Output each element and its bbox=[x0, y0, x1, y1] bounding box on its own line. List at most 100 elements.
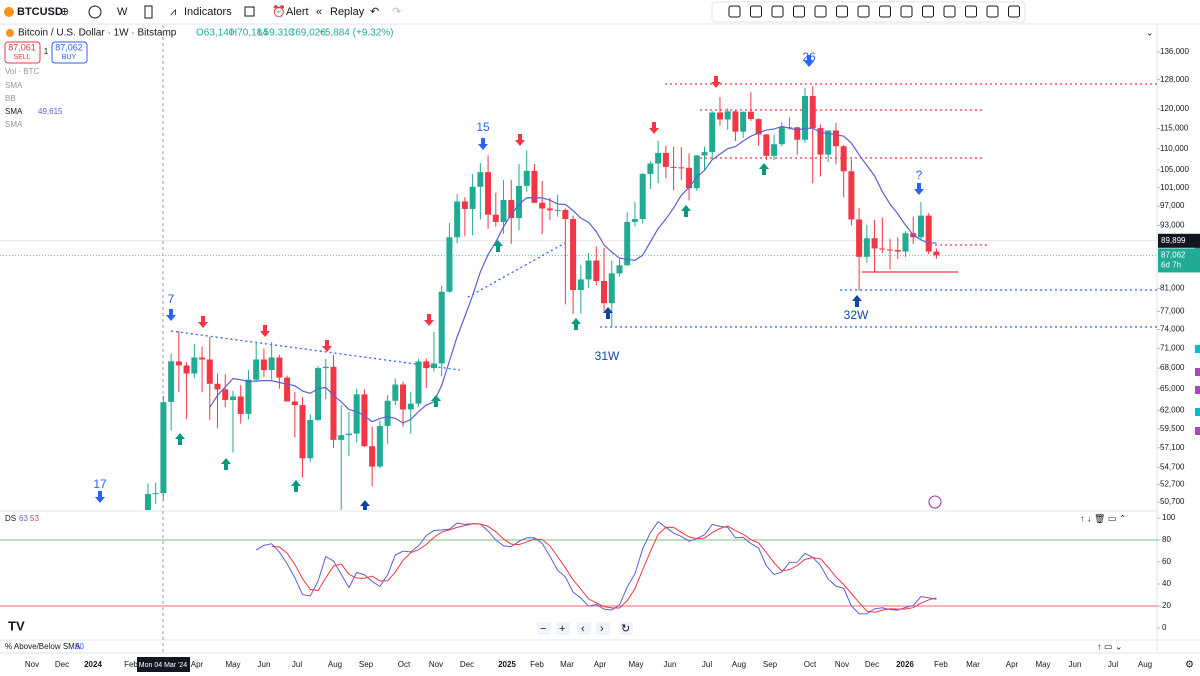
undo[interactable]: ↶ bbox=[370, 6, 379, 18]
symbol[interactable]: BTCUSD bbox=[17, 6, 63, 18]
alert-icon[interactable]: ⏰ bbox=[272, 4, 286, 18]
zoom-in-icon[interactable]: + bbox=[559, 623, 565, 635]
x-tick-label: Aug bbox=[732, 660, 746, 669]
buy-button[interactable] bbox=[51, 41, 88, 64]
osc-tick-label: 80 bbox=[1162, 535, 1171, 544]
signal-arrow bbox=[95, 491, 105, 503]
drawing-tool[interactable] bbox=[836, 5, 848, 18]
compare-icon[interactable]: ⊕ bbox=[60, 6, 69, 18]
drawing-tool[interactable] bbox=[1008, 5, 1020, 18]
indicators-icon[interactable]: ⩘ bbox=[170, 6, 176, 18]
scroll-left-icon[interactable]: ‹ bbox=[581, 623, 585, 635]
candle-body bbox=[670, 166, 677, 168]
drawing-tool[interactable] bbox=[750, 5, 762, 18]
signal-arrow bbox=[431, 395, 441, 407]
buy-label[interactable]: BUY bbox=[62, 54, 77, 61]
drawing-tool[interactable] bbox=[943, 5, 956, 18]
drawing-tool[interactable] bbox=[986, 5, 999, 18]
zoom-in[interactable] bbox=[556, 622, 570, 635]
symbol-icon[interactable] bbox=[4, 7, 14, 17]
signal-arrow bbox=[424, 314, 434, 326]
drawing-tool[interactable] bbox=[793, 5, 805, 18]
drawing-tool[interactable] bbox=[922, 5, 934, 18]
scale-menu[interactable]: ⌄ bbox=[1146, 27, 1154, 37]
candle-body bbox=[353, 394, 360, 434]
sell-price[interactable]: 87,061 bbox=[8, 42, 36, 52]
candle-body bbox=[887, 249, 894, 251]
y-tick-label: 62,000 bbox=[1160, 405, 1185, 414]
signal-arrow bbox=[221, 458, 231, 470]
side-marker bbox=[1195, 368, 1200, 376]
buy-price[interactable]: 87,062 bbox=[55, 42, 83, 52]
legend-open: O63,140 bbox=[196, 28, 235, 39]
candle-body bbox=[299, 405, 306, 459]
zoom-out[interactable] bbox=[537, 622, 551, 635]
event-icon[interactable] bbox=[928, 495, 942, 509]
redo[interactable]: ↷ bbox=[392, 6, 401, 18]
candle-body bbox=[662, 152, 669, 167]
scroll-right[interactable] bbox=[596, 622, 610, 635]
layouts[interactable] bbox=[244, 6, 255, 17]
candle-body bbox=[631, 218, 638, 222]
drawing-tool[interactable] bbox=[965, 5, 977, 18]
x-tick-label: Nov bbox=[429, 660, 443, 669]
reset-icon[interactable]: ↻ bbox=[621, 623, 630, 635]
replay[interactable]: Replay bbox=[330, 6, 365, 18]
annotation: 26 bbox=[802, 50, 816, 64]
y-tick-label: 52,700 bbox=[1160, 479, 1185, 488]
candle-body bbox=[879, 248, 886, 250]
add-symbol[interactable] bbox=[88, 5, 102, 19]
price-pane bbox=[0, 55, 1157, 510]
drawing-tool[interactable] bbox=[814, 5, 827, 18]
drawing-tool[interactable] bbox=[879, 5, 891, 18]
candle-body bbox=[222, 389, 229, 401]
drawing-tool[interactable] bbox=[771, 5, 784, 18]
candle-body bbox=[206, 359, 213, 384]
candle-body bbox=[245, 379, 252, 414]
osc-pane bbox=[0, 520, 1157, 615]
drawing-tool[interactable] bbox=[857, 5, 870, 18]
trend-line bbox=[467, 242, 566, 298]
x-tick-label: Jun bbox=[1069, 660, 1082, 669]
x-tick-label: 2024 bbox=[84, 660, 102, 669]
x-tick-label: Dec bbox=[55, 660, 69, 669]
drawing-tool[interactable] bbox=[728, 5, 741, 18]
settings[interactable]: ⚙ bbox=[1185, 660, 1194, 671]
alert[interactable]: Alert bbox=[286, 6, 309, 18]
sell-label[interactable]: SELL bbox=[13, 54, 30, 61]
signal-arrow bbox=[260, 325, 270, 337]
candle-body bbox=[523, 170, 530, 186]
sell-button[interactable] bbox=[4, 41, 41, 64]
signal-arrow bbox=[571, 318, 581, 330]
quantity: 1 bbox=[44, 47, 49, 56]
candle-body bbox=[848, 171, 855, 220]
osc-tick-label: 100 bbox=[1162, 513, 1176, 522]
candle-body bbox=[515, 185, 522, 219]
chart-type[interactable] bbox=[144, 5, 153, 19]
x-tick-label: Nov bbox=[25, 660, 39, 669]
zoom-out-icon[interactable]: − bbox=[540, 623, 546, 635]
candle-body bbox=[345, 433, 352, 436]
scroll-right-icon[interactable]: › bbox=[600, 623, 604, 635]
drawing-tool[interactable] bbox=[900, 5, 913, 18]
candle-body bbox=[678, 167, 685, 169]
current-price-label: 87,062 bbox=[1161, 251, 1186, 260]
y-tick-label: 81,000 bbox=[1160, 283, 1185, 292]
candle-body bbox=[778, 127, 785, 145]
replay-icon[interactable]: « bbox=[316, 6, 322, 18]
y-tick-label: 110,000 bbox=[1160, 144, 1189, 153]
interval[interactable]: W bbox=[117, 6, 128, 18]
x-tick-label: May bbox=[225, 660, 240, 669]
candle-body bbox=[376, 425, 383, 467]
signal-arrow bbox=[291, 480, 301, 492]
candle-body bbox=[369, 446, 376, 467]
pane-controls[interactable]: ↑ ▭ ⌄ bbox=[1097, 641, 1123, 651]
scroll-left[interactable] bbox=[577, 622, 591, 635]
x-tick-label: Jul bbox=[292, 660, 302, 669]
reset[interactable] bbox=[619, 622, 633, 635]
pane-controls[interactable]: ↑ ↓ 🗑 ▭ ⌃ bbox=[1080, 513, 1126, 523]
candle-body bbox=[407, 403, 414, 410]
side-marker bbox=[1195, 244, 1200, 252]
candle-body bbox=[871, 238, 878, 249]
indicators[interactable]: Indicators bbox=[184, 6, 232, 18]
